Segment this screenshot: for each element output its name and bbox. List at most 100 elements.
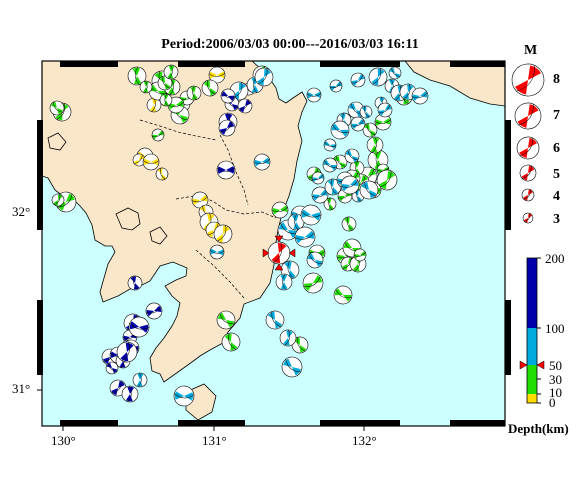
event-beachball	[51, 193, 65, 207]
event-beachball	[218, 119, 236, 137]
frame-bar-right	[505, 300, 511, 375]
event-beachball	[362, 122, 378, 138]
event-beachball	[281, 356, 303, 378]
frame-bar-bottom	[450, 420, 505, 426]
lat-label-32: 32°	[12, 204, 31, 219]
frame-bar-left	[37, 300, 43, 375]
frame-bar-bottom	[60, 420, 118, 426]
event-beachball	[350, 72, 366, 88]
event-beachball	[145, 302, 163, 320]
lon-label-132: 132°	[352, 433, 377, 448]
event-beachball	[411, 87, 429, 105]
event-beachball	[209, 244, 225, 260]
event-beachball	[142, 153, 160, 171]
depth-tick-200: 200	[545, 251, 565, 266]
event-beachball	[186, 85, 202, 101]
magnitude-header: M	[524, 43, 538, 58]
land-kamikoshiki	[149, 226, 168, 245]
event-beachball	[49, 100, 65, 116]
magnitude-legend-ball-8	[511, 63, 545, 97]
frame-bar-right	[505, 120, 511, 230]
event-beachball	[253, 153, 271, 171]
event-beachball	[359, 180, 379, 200]
frame-bar-bottom	[320, 420, 400, 426]
event-beachball	[139, 80, 153, 94]
magnitude-label-6: 6	[553, 141, 560, 156]
event-beachball	[127, 66, 147, 86]
magnitude-legend-ball-5	[519, 164, 537, 182]
depth-band-very-deep	[527, 258, 537, 328]
magnitude-legend-ball-7	[514, 102, 542, 130]
magnitude-label-4: 4	[553, 189, 560, 204]
frame-bar-top	[450, 61, 505, 67]
event-beachball	[127, 275, 143, 291]
event-beachball	[306, 251, 324, 269]
event-beachball	[271, 201, 289, 219]
event-beachball	[323, 138, 337, 152]
depth-band-mid	[527, 365, 537, 394]
depth-tick-10: 10	[549, 385, 562, 400]
event-beachball	[368, 67, 388, 87]
event-beachball	[388, 66, 402, 80]
event-beachball	[291, 336, 309, 354]
event-beachball	[132, 372, 148, 388]
magnitude-label-8: 8	[553, 72, 560, 87]
event-beachball	[216, 160, 236, 180]
event-beachball	[322, 157, 338, 173]
land-amakusa	[115, 207, 141, 231]
land-shikoku	[404, 61, 505, 107]
event-beachball	[220, 88, 236, 104]
mainshock-marker	[262, 235, 296, 271]
event-beachball	[359, 105, 373, 119]
event-beachball	[350, 116, 366, 132]
map-frame	[37, 60, 511, 431]
lon-label-130: 130°	[51, 433, 76, 448]
event-beachball	[121, 385, 139, 403]
event-beachball	[324, 178, 342, 196]
event-beachball	[128, 316, 150, 338]
event-beachball	[208, 66, 226, 84]
frame-bar-left	[37, 120, 43, 230]
depth-tick-50: 50	[549, 358, 562, 373]
prefecture-boundary	[195, 249, 245, 299]
mainshock-depth-marker	[519, 360, 528, 370]
event-beachball	[132, 153, 146, 167]
event-beachball	[237, 98, 253, 114]
event-beachball	[163, 64, 179, 80]
frame-bar-top	[320, 61, 400, 67]
prefecture-boundary	[175, 194, 277, 219]
magnitude-legend-ball-4	[521, 188, 535, 202]
earthquake-events	[49, 64, 429, 407]
event-beachball	[341, 216, 357, 232]
event-beachball	[333, 285, 353, 305]
magnitude-legend	[511, 63, 545, 224]
event-beachball	[366, 136, 384, 154]
event-beachball	[221, 332, 241, 352]
depth-tick-100: 100	[545, 321, 565, 336]
magnitude-legend-ball-6	[516, 136, 540, 160]
event-beachball	[340, 175, 360, 195]
depth-band-shallow	[527, 394, 537, 403]
depth-band-deep	[527, 328, 537, 365]
lat-label-31: 31°	[12, 381, 31, 396]
land-goto	[47, 132, 67, 151]
event-beachball	[254, 67, 274, 87]
event-beachball	[323, 197, 337, 211]
frame-bar-top	[60, 61, 118, 67]
frame-bar-top	[178, 61, 245, 67]
event-beachball	[159, 93, 173, 107]
event-beachball	[353, 248, 367, 262]
event-beachball	[201, 79, 219, 97]
event-beachball	[344, 148, 360, 164]
event-beachball	[377, 102, 393, 118]
event-beachball	[311, 171, 325, 185]
depth-tick-30: 30	[549, 372, 562, 387]
frame-bar-bottom	[178, 420, 245, 426]
prefecture-boundary	[219, 134, 249, 206]
depth-colorbar	[519, 257, 545, 404]
event-beachball	[151, 128, 165, 142]
event-beachball	[265, 310, 285, 330]
event-beachball	[330, 120, 350, 140]
magnitude-label-7: 7	[553, 108, 560, 123]
